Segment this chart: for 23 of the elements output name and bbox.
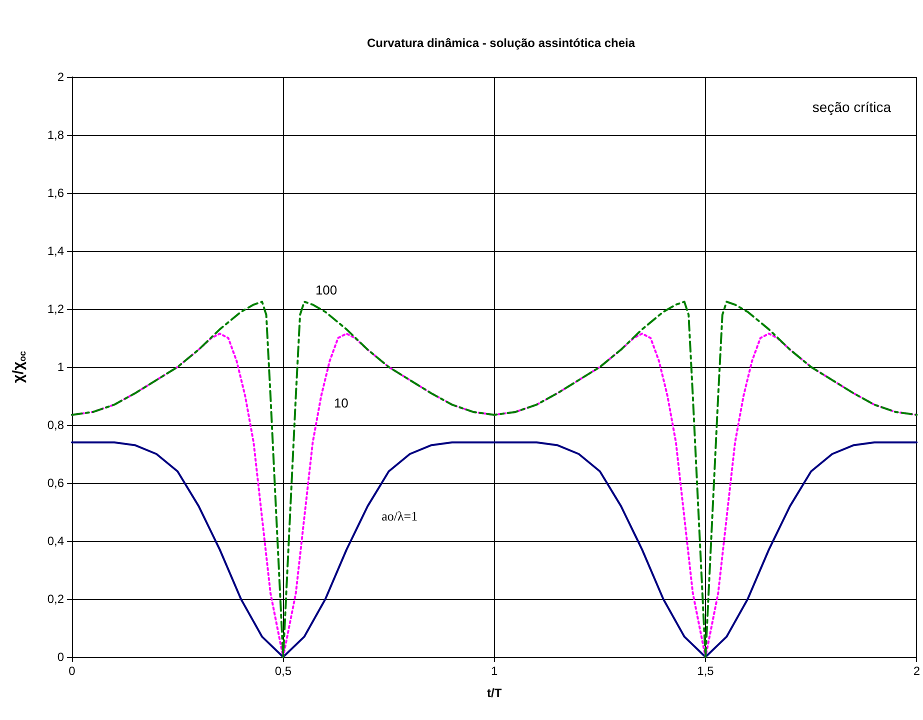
y-tick-label: 0,8 [47, 418, 64, 432]
x-tick-label: 0,5 [274, 664, 292, 678]
y-tick-label: 1,6 [47, 186, 64, 200]
series-label: ao/λ=1 [382, 508, 418, 524]
x-tick-label: 1,5 [697, 664, 714, 678]
y-tick-label: 0,2 [47, 592, 64, 606]
y-axis-title: χ/χoc [10, 351, 28, 383]
series-label: 100 [315, 282, 338, 298]
chart-title: Curvatura dinâmica - solução assintótica cheia [366, 36, 636, 50]
y-tick-label: 2 [57, 70, 64, 84]
x-tick-label: 2 [913, 664, 920, 678]
y-tick-label: 0 [57, 650, 64, 664]
annotation: seção crítica [812, 99, 892, 115]
y-tick-label: 0,6 [47, 476, 64, 490]
y-tick-label: 0,4 [47, 534, 64, 548]
y-tick-label: 1,2 [47, 302, 64, 316]
y-tick-label: 1,4 [47, 244, 64, 258]
y-tick-label: 1 [57, 360, 64, 374]
x-tick-label: 0 [68, 664, 76, 678]
x-tick-label: 1 [490, 664, 498, 678]
y-tick-label: 1,8 [47, 128, 64, 142]
x-axis-title: t/T [486, 686, 502, 700]
series-label: 10 [334, 396, 348, 410]
